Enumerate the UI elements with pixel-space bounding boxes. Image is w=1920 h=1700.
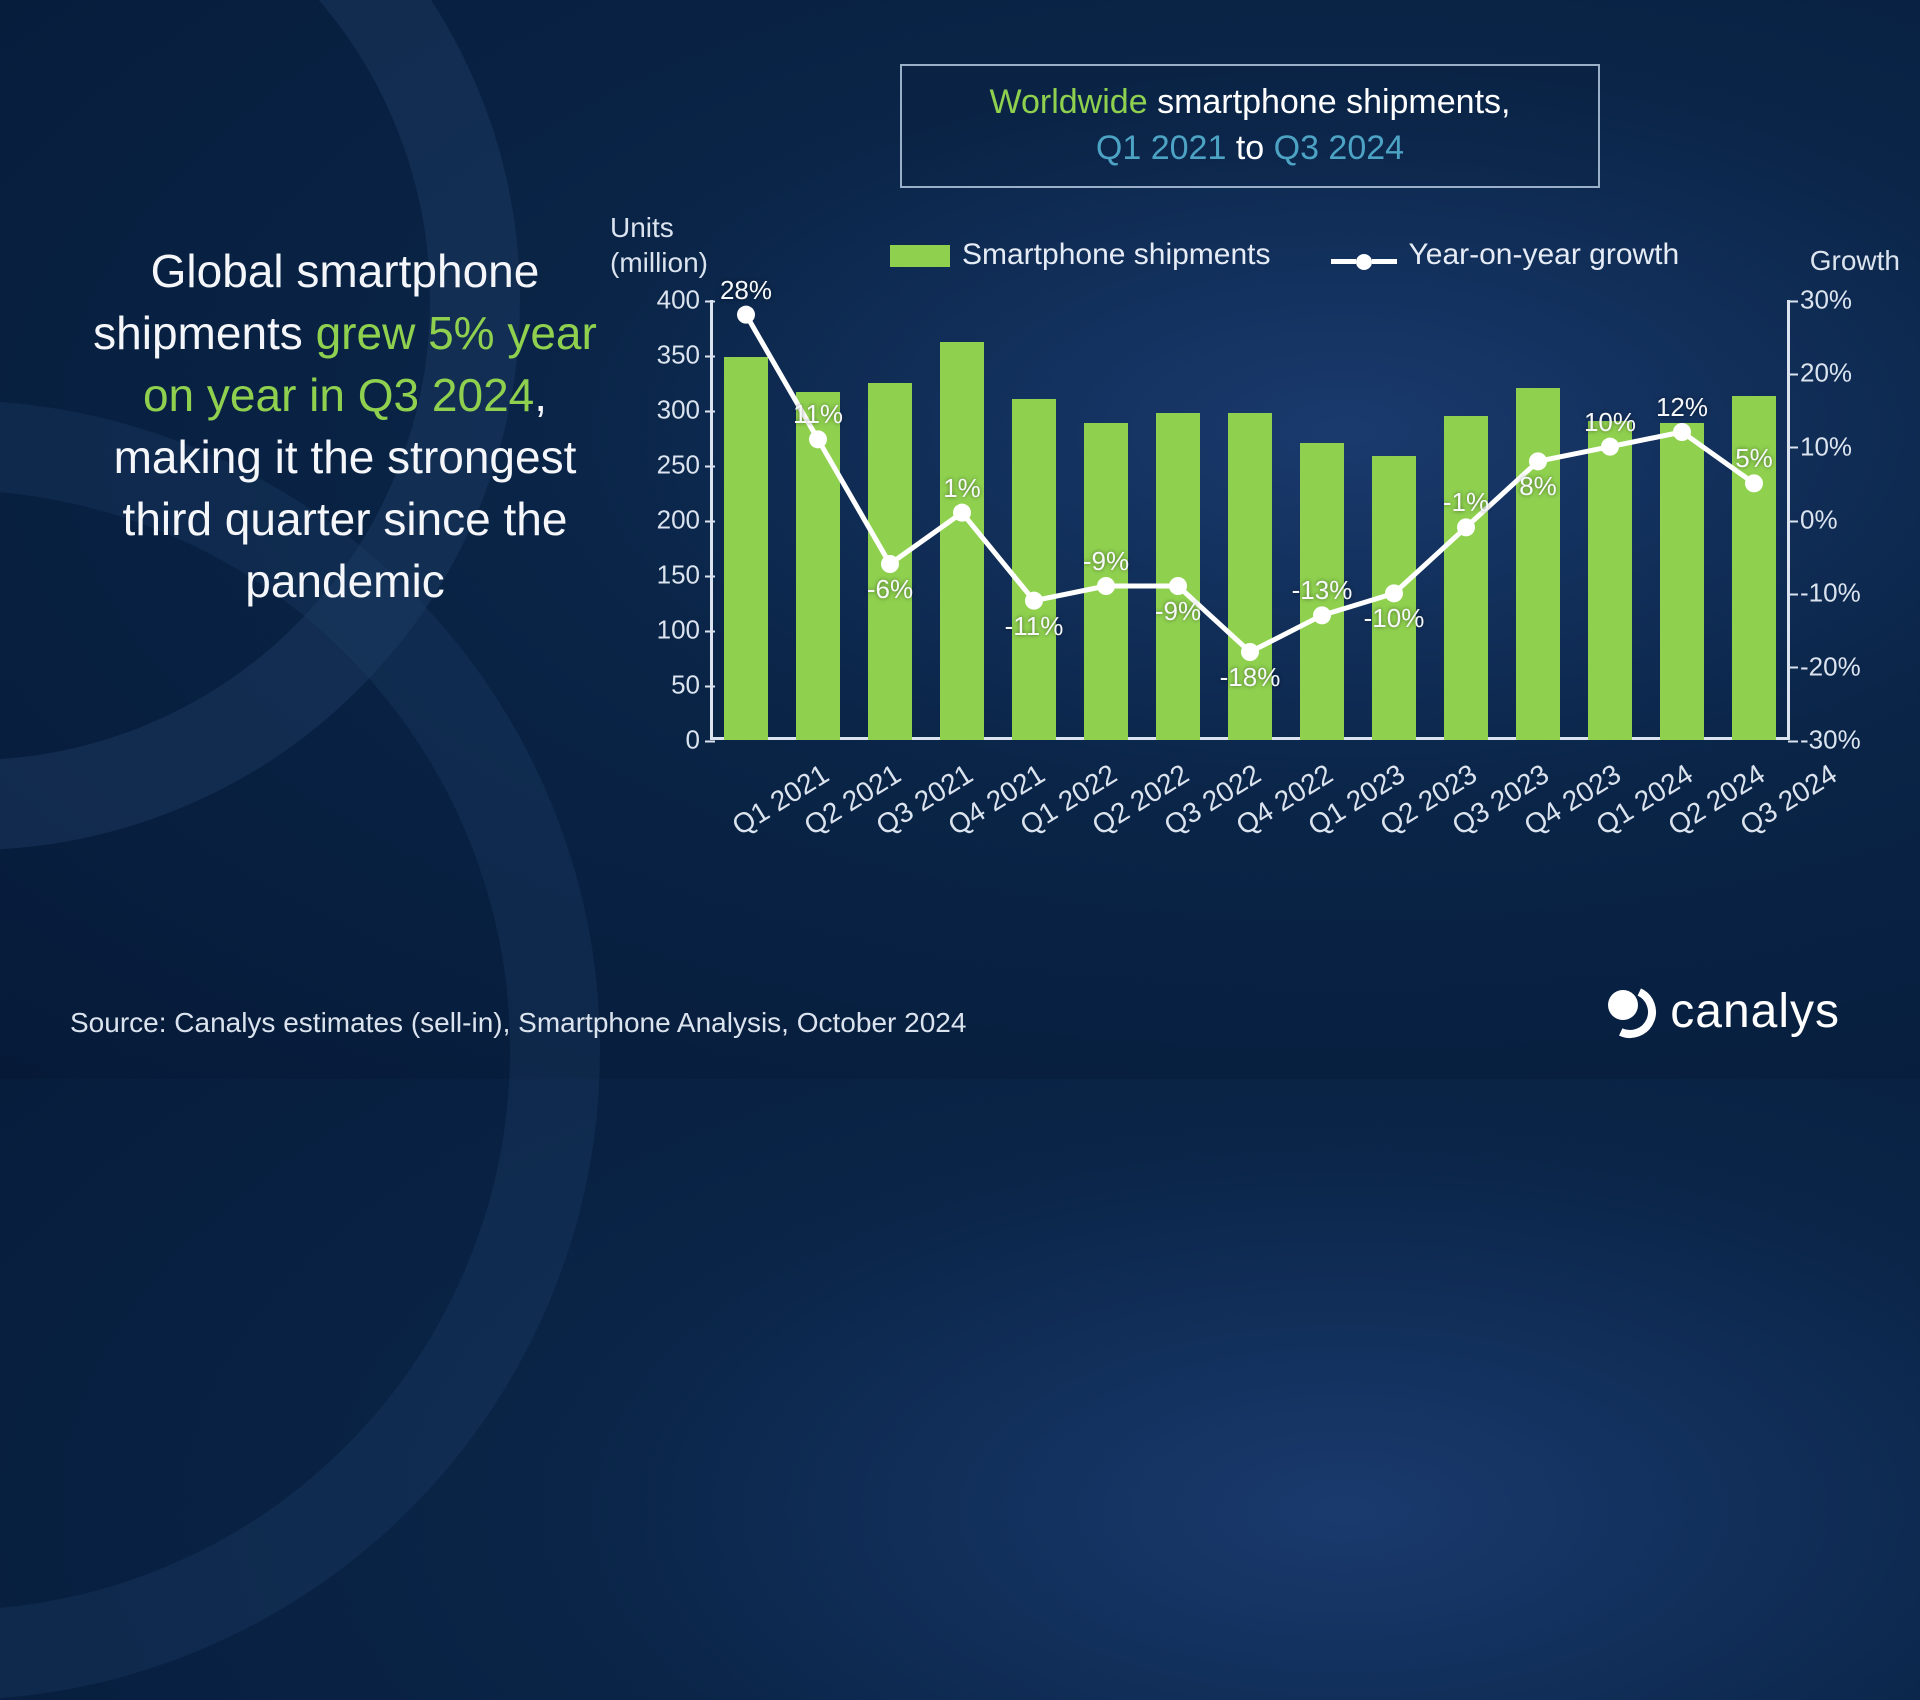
y-right-axis-label: Growth — [1810, 245, 1900, 277]
y-right-tick: -20% — [1800, 651, 1870, 682]
brand-name: canalys — [1670, 984, 1840, 1039]
chart-legend: Smartphone shipments Year-on-year growth — [890, 238, 1679, 272]
y-left-tick: 400 — [640, 285, 700, 316]
y-left-tick: 250 — [640, 450, 700, 481]
plot-area: 050100150200250300350400 -30%-20%-10%0%1… — [710, 300, 1790, 740]
growth-data-label: 1% — [943, 473, 981, 504]
y-left-tick: 100 — [640, 615, 700, 646]
y-right-tick: 20% — [1800, 358, 1870, 389]
y-left-tick: 300 — [640, 395, 700, 426]
growth-data-label: 12% — [1656, 392, 1708, 423]
y-right-tick: -30% — [1800, 725, 1870, 756]
x-axis-labels: Q1 2021Q2 2021Q3 2021Q4 2021Q1 2022Q2 20… — [710, 740, 1790, 890]
bar-swatch-icon — [890, 245, 950, 267]
title-range-end: Q3 2024 — [1274, 129, 1404, 167]
y-left-axis-label: Units(million) — [610, 210, 708, 280]
canalys-logo-icon — [1604, 986, 1656, 1038]
growth-data-label: -18% — [1220, 662, 1281, 693]
y-left-tick: 50 — [640, 670, 700, 701]
y-left-tick: 200 — [640, 505, 700, 536]
y-left-ticks: 050100150200250300350400 — [640, 300, 700, 740]
y-right-ticks: -30%-20%-10%0%10%20%30% — [1800, 300, 1870, 740]
growth-data-label: -6% — [867, 574, 913, 605]
y-right-tick: -10% — [1800, 578, 1870, 609]
growth-data-label: -9% — [1155, 596, 1201, 627]
growth-data-label: -11% — [1005, 611, 1064, 642]
growth-data-label: -10% — [1364, 603, 1425, 634]
legend-item-bars: Smartphone shipments — [890, 238, 1271, 272]
y-left-tick: 150 — [640, 560, 700, 591]
title-range-mid: to — [1226, 129, 1273, 167]
y-right-tick: 30% — [1800, 285, 1870, 316]
growth-data-label: -13% — [1292, 575, 1353, 606]
y-left-tick: 0 — [640, 725, 700, 756]
growth-data-label: 10% — [1584, 407, 1636, 438]
summary-text: Global smartphone shipments grew 5% year… — [80, 240, 610, 613]
legend-line-label: Year-on-year growth — [1409, 238, 1680, 271]
growth-data-label: -1% — [1443, 487, 1489, 518]
line-swatch-icon — [1331, 254, 1397, 270]
growth-data-label: 5% — [1735, 443, 1773, 474]
source-attribution: Source: Canalys estimates (sell-in), Sma… — [70, 1007, 966, 1039]
growth-data-label: 28% — [720, 275, 772, 306]
legend-bar-label: Smartphone shipments — [962, 238, 1271, 271]
legend-item-line: Year-on-year growth — [1331, 238, 1680, 272]
growth-data-label: 8% — [1519, 471, 1557, 502]
growth-data-label: 11% — [793, 399, 843, 430]
y-right-tick: 10% — [1800, 431, 1870, 462]
growth-data-label: -9% — [1083, 546, 1129, 577]
title-highlight: Worldwide — [990, 83, 1148, 121]
title-range-start: Q1 2021 — [1096, 129, 1226, 167]
title-text: smartphone shipments, — [1148, 83, 1511, 121]
y-left-tick: 350 — [640, 340, 700, 371]
y-right-tick: 0% — [1800, 505, 1870, 536]
chart-container: Units(million) Growth Smartphone shipmen… — [630, 220, 1880, 870]
chart-title-box: Worldwide smartphone shipments, Q1 2021 … — [900, 64, 1600, 188]
brand-logo-lockup: canalys — [1604, 984, 1840, 1039]
